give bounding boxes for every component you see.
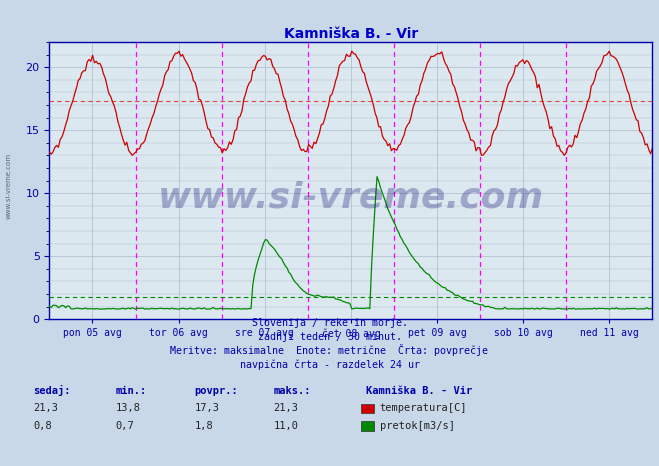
Text: Meritve: maksimalne  Enote: metrične  Črta: povprečje: Meritve: maksimalne Enote: metrične Črta… — [171, 344, 488, 356]
Text: Kamniška B. - Vir: Kamniška B. - Vir — [366, 386, 472, 396]
Text: 13,8: 13,8 — [115, 404, 140, 413]
Text: 21,3: 21,3 — [273, 404, 299, 413]
Text: maks.:: maks.: — [273, 386, 311, 396]
Text: 0,8: 0,8 — [33, 421, 51, 431]
Text: pretok[m3/s]: pretok[m3/s] — [380, 421, 455, 431]
Text: 1,8: 1,8 — [194, 421, 213, 431]
Text: navpična črta - razdelek 24 ur: navpična črta - razdelek 24 ur — [239, 360, 420, 370]
Text: 0,7: 0,7 — [115, 421, 134, 431]
Title: Kamniška B. - Vir: Kamniška B. - Vir — [284, 27, 418, 41]
Text: povpr.:: povpr.: — [194, 386, 238, 396]
Text: min.:: min.: — [115, 386, 146, 396]
Text: 21,3: 21,3 — [33, 404, 58, 413]
Text: zadnji teden / 30 minut.: zadnji teden / 30 minut. — [258, 332, 401, 342]
Text: www.si-vreme.com: www.si-vreme.com — [5, 153, 12, 219]
Text: temperatura[C]: temperatura[C] — [380, 404, 467, 413]
Text: 17,3: 17,3 — [194, 404, 219, 413]
Text: www.si-vreme.com: www.si-vreme.com — [158, 180, 544, 214]
Text: Slovenija / reke in morje.: Slovenija / reke in morje. — [252, 318, 407, 328]
Text: 11,0: 11,0 — [273, 421, 299, 431]
Text: sedaj:: sedaj: — [33, 385, 71, 396]
